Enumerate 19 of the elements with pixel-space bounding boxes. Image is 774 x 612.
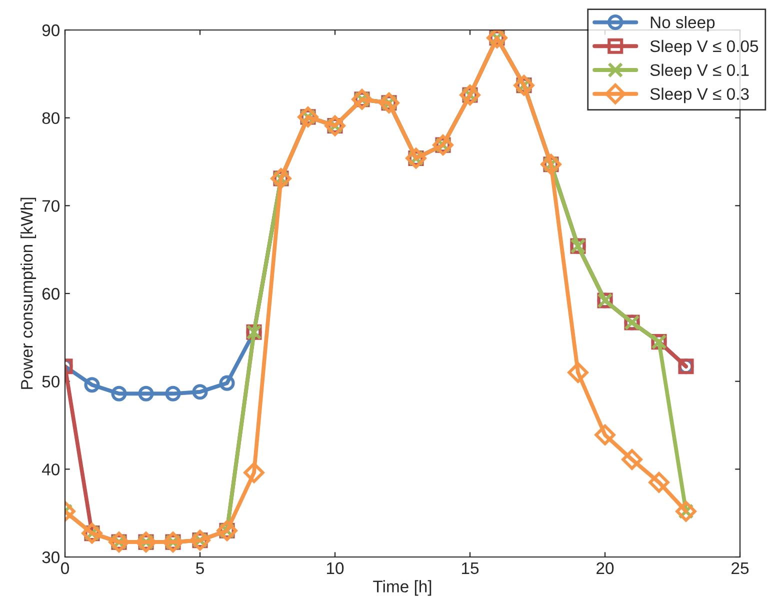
y-tick-label: 60 (42, 288, 60, 300)
x-tick-label: 20 (596, 562, 614, 574)
legend-label: Sleep V ≤ 0.3 (650, 88, 749, 104)
legend-label: Sleep V ≤ 0.05 (650, 40, 758, 56)
x-tick-label: 0 (61, 562, 69, 574)
y-tick-label: 90 (42, 24, 60, 36)
y-tick-label: 80 (42, 112, 60, 124)
y-tick-label: 70 (42, 200, 60, 212)
x-tick-label: 10 (327, 562, 344, 574)
y-tick-label: 50 (42, 376, 60, 388)
legend-label: Sleep V ≤ 0.1 (650, 64, 749, 80)
y-tick-label: 30 (42, 551, 60, 564)
x-tick-label: 15 (462, 562, 479, 574)
y-tick-label: 40 (42, 464, 60, 476)
y-axis-title: Power consumption [kWh] (20, 198, 36, 389)
legend-label: No sleep (650, 16, 715, 32)
x-axis-title: Time [h] (373, 580, 432, 596)
x-tick-label: 25 (732, 562, 749, 574)
x-tick-label: 5 (196, 562, 204, 574)
